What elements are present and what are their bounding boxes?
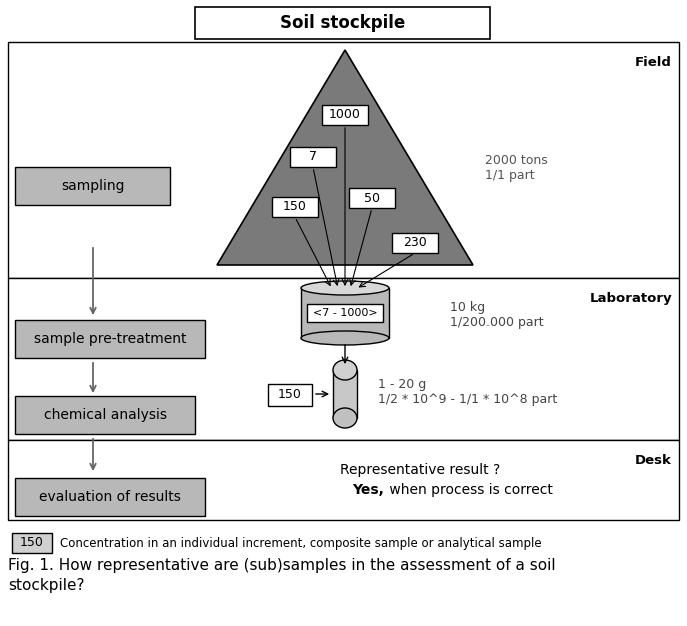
- Bar: [307, 304, 383, 322]
- Text: Field: Field: [635, 56, 672, 69]
- Text: sampling: sampling: [61, 179, 125, 193]
- Text: 2000 tons
1/1 part: 2000 tons 1/1 part: [485, 154, 548, 182]
- Ellipse shape: [301, 281, 389, 295]
- Bar: [349, 188, 395, 208]
- Text: Soil stockpile: Soil stockpile: [280, 14, 405, 32]
- Text: chemical analysis: chemical analysis: [43, 408, 166, 422]
- Text: 150: 150: [283, 200, 307, 213]
- Text: Fig. 1. How representative are (sub)samples in the assessment of a soil
stockpil: Fig. 1. How representative are (sub)samp…: [8, 558, 556, 593]
- Bar: [272, 197, 318, 217]
- Text: Yes,: Yes,: [352, 483, 384, 497]
- Text: Concentration in an individual increment, composite sample or analytical sample: Concentration in an individual increment…: [60, 536, 541, 550]
- Bar: [322, 105, 368, 125]
- Text: <7 - 1000>: <7 - 1000>: [313, 308, 377, 318]
- Bar: [8, 440, 679, 520]
- Bar: [12, 533, 52, 553]
- Bar: [15, 320, 205, 358]
- Text: 10 kg
1/200.000 part: 10 kg 1/200.000 part: [450, 301, 543, 329]
- Bar: [392, 233, 438, 253]
- Text: Representative result ?: Representative result ?: [340, 463, 500, 477]
- Text: 7: 7: [309, 150, 317, 163]
- Bar: [8, 42, 679, 278]
- Text: when process is correct: when process is correct: [385, 483, 553, 497]
- Bar: [333, 370, 357, 418]
- Text: 1000: 1000: [329, 108, 361, 121]
- Bar: [290, 147, 336, 167]
- Text: 150: 150: [278, 389, 302, 401]
- Ellipse shape: [301, 331, 389, 345]
- Bar: [268, 384, 312, 406]
- Bar: [15, 167, 170, 205]
- Text: Laboratory: Laboratory: [589, 292, 672, 305]
- Text: 230: 230: [403, 237, 427, 250]
- Bar: [301, 288, 389, 338]
- Text: 150: 150: [20, 536, 44, 550]
- Bar: [15, 478, 205, 516]
- Bar: [15, 396, 195, 434]
- Ellipse shape: [333, 360, 357, 380]
- Bar: [8, 278, 679, 440]
- Text: evaluation of results: evaluation of results: [39, 490, 181, 504]
- Text: 50: 50: [364, 192, 380, 205]
- Text: Desk: Desk: [635, 454, 672, 467]
- Polygon shape: [217, 50, 473, 265]
- Text: 1 - 20 g
1/2 * 10^9 - 1/1 * 10^8 part: 1 - 20 g 1/2 * 10^9 - 1/1 * 10^8 part: [378, 378, 557, 406]
- Ellipse shape: [333, 408, 357, 428]
- Bar: [195, 7, 490, 39]
- Text: sample pre-treatment: sample pre-treatment: [34, 332, 186, 346]
